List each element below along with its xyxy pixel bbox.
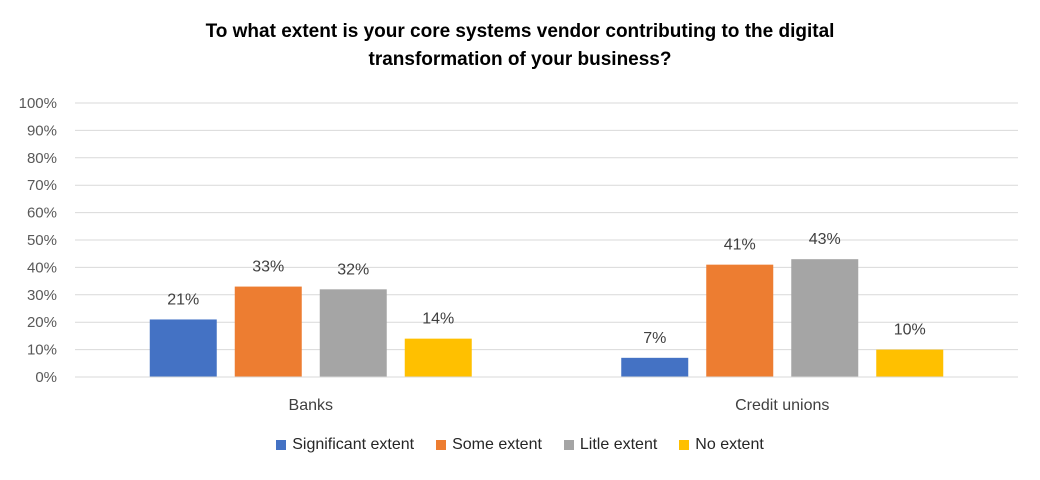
y-tick-label: 30% [27, 287, 57, 304]
bar [234, 286, 302, 377]
y-tick-label: 50% [27, 232, 57, 249]
bar [319, 289, 387, 377]
legend-item: Some extent [436, 436, 542, 454]
legend-label: Some extent [452, 436, 542, 453]
data-label: 21% [167, 291, 199, 308]
legend-swatch [436, 440, 447, 450]
bar [706, 264, 774, 377]
legend-item: Significant extent [276, 436, 414, 454]
legend-label: Litle extent [579, 436, 658, 453]
y-tick-label: 60% [27, 205, 57, 222]
y-tick-label: 90% [27, 122, 57, 139]
bar [876, 349, 944, 377]
y-tick-label: 70% [27, 177, 57, 194]
y-tick-label: 100% [19, 95, 57, 112]
legend-item: Litle extent [563, 436, 658, 454]
x-category-label: Credit unions [735, 397, 829, 414]
bar [149, 319, 217, 377]
legend-swatch [276, 440, 287, 450]
legend-label: Significant extent [292, 436, 415, 453]
legend-label: No extent [695, 436, 764, 453]
y-tick-label: 10% [27, 342, 57, 359]
x-category-label: Banks [289, 397, 333, 414]
legend-swatch [679, 440, 690, 450]
data-label: 41% [724, 237, 756, 254]
y-tick-label: 80% [27, 150, 57, 167]
y-tick-label: 0% [35, 369, 57, 386]
data-label: 32% [337, 261, 369, 278]
data-label: 33% [252, 259, 284, 276]
legend-item: No extent [679, 436, 764, 454]
data-label: 10% [894, 322, 926, 339]
legend-swatch [563, 440, 574, 450]
bar [621, 357, 689, 377]
data-label: 7% [643, 330, 666, 347]
chart-title: To what extent is your core systems vend… [0, 18, 1040, 74]
chart-title-line-2: transformation of your business? [368, 49, 672, 70]
legend: Significant extent Some extent Litle exten… [0, 436, 1040, 454]
chart-title-line-1: To what extent is your core systems vend… [205, 21, 835, 42]
data-label: 14% [422, 311, 454, 328]
data-label: 43% [809, 231, 841, 248]
bar [791, 259, 859, 377]
bar [404, 338, 472, 377]
y-tick-label: 20% [27, 314, 57, 331]
y-tick-label: 40% [27, 259, 57, 276]
